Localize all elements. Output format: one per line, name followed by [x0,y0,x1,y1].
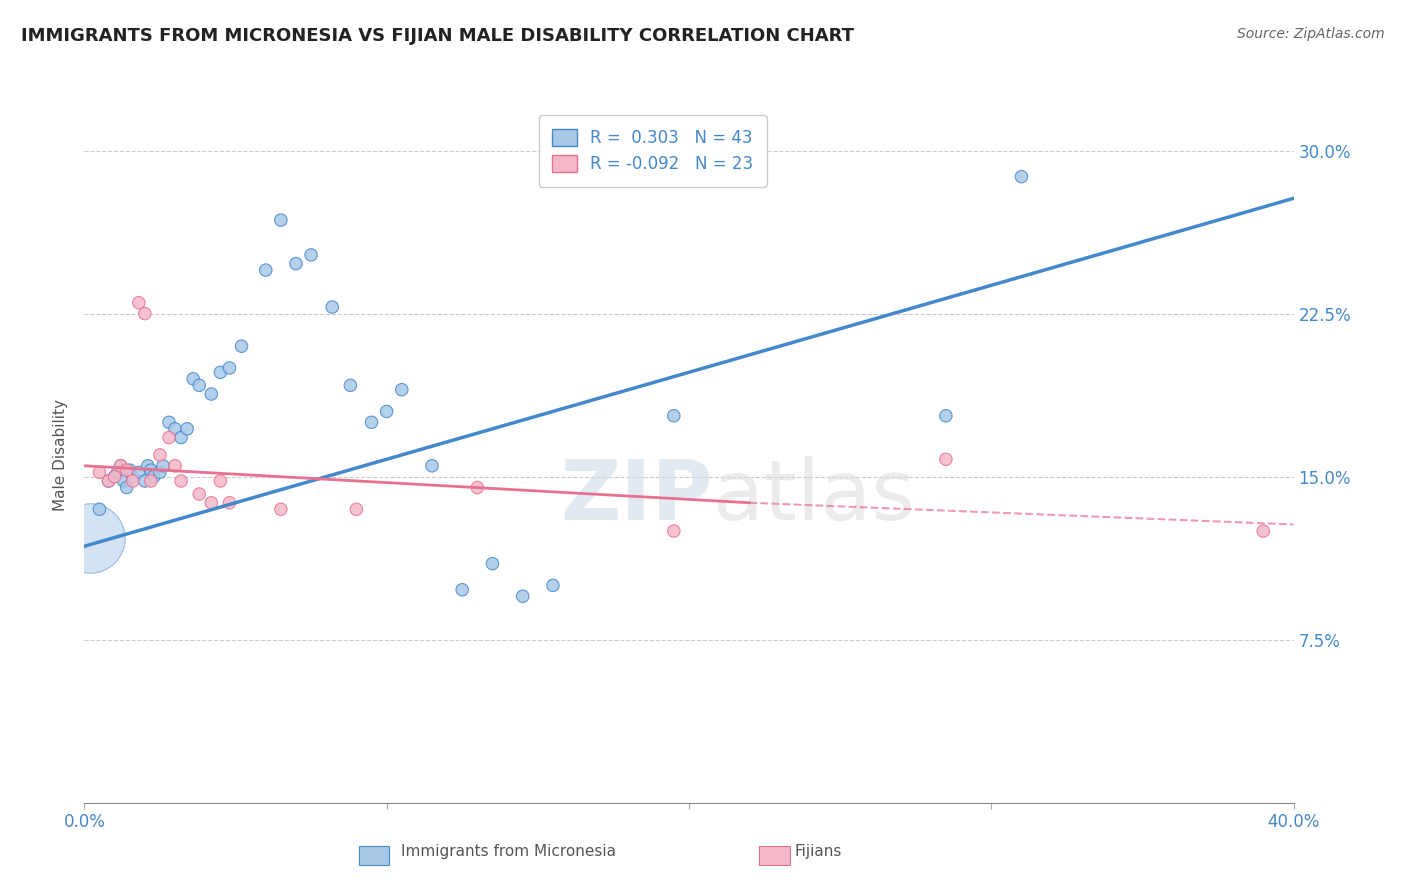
Point [481,557,503,571]
Point [181,372,204,386]
Point [165,422,187,436]
Point [97,474,120,488]
Point [157,415,180,429]
Point [188,378,211,392]
Point [121,469,143,483]
Point [541,578,564,592]
Point [149,448,172,462]
Point [285,257,308,271]
Point [134,474,156,488]
Point [142,469,165,483]
Point [139,474,162,488]
Point [1011,169,1033,184]
Point [128,295,150,310]
Point [170,431,193,445]
Point [136,458,159,473]
Point [110,458,132,473]
Text: Source: ZipAtlas.com: Source: ZipAtlas.com [1237,27,1385,41]
Point [360,415,382,429]
Text: Immigrants from Micronesia: Immigrants from Micronesia [401,845,616,859]
Point [152,458,174,473]
Point [200,496,222,510]
Point [321,300,343,314]
Point [149,466,172,480]
Bar [359,846,389,865]
Point [200,387,222,401]
Point [375,404,398,418]
Text: atlas: atlas [713,456,915,537]
Point [110,458,132,473]
Point [115,481,138,495]
Point [176,422,198,436]
Point [104,469,127,483]
Point [935,452,957,467]
Point [165,458,187,473]
Point [935,409,957,423]
Text: IMMIGRANTS FROM MICRONESIA VS FIJIAN MALE DISABILITY CORRELATION CHART: IMMIGRANTS FROM MICRONESIA VS FIJIAN MAL… [21,27,853,45]
Point [188,487,211,501]
Y-axis label: Male Disability: Male Disability [53,399,69,511]
Point [89,466,111,480]
Point [1253,524,1275,538]
Point [346,502,368,516]
Point [209,474,232,488]
Point [89,502,111,516]
Point [139,463,162,477]
Point [157,431,180,445]
Point [391,383,413,397]
Bar [759,846,790,865]
Point [115,463,138,477]
Point [218,360,240,375]
Point [512,589,534,603]
Point [118,463,141,477]
Point [121,474,143,488]
Point [209,365,232,379]
Point [662,524,685,538]
Point [451,582,474,597]
Point [104,469,127,483]
Point [107,466,129,480]
Legend: R =  0.303   N = 43, R = -0.092   N = 23: R = 0.303 N = 43, R = -0.092 N = 23 [538,115,766,186]
Point [128,466,150,480]
Point [134,307,156,321]
Point [270,502,292,516]
Point [254,263,277,277]
Point [231,339,253,353]
Point [97,474,120,488]
Point [170,474,193,488]
Point [467,481,489,495]
Point [420,458,443,473]
Point [218,496,240,510]
Point [79,531,101,545]
Point [299,248,322,262]
Text: Fijians: Fijians [794,845,842,859]
Text: ZIP: ZIP [561,456,713,537]
Point [270,213,292,227]
Point [112,474,135,488]
Point [339,378,361,392]
Point [662,409,685,423]
